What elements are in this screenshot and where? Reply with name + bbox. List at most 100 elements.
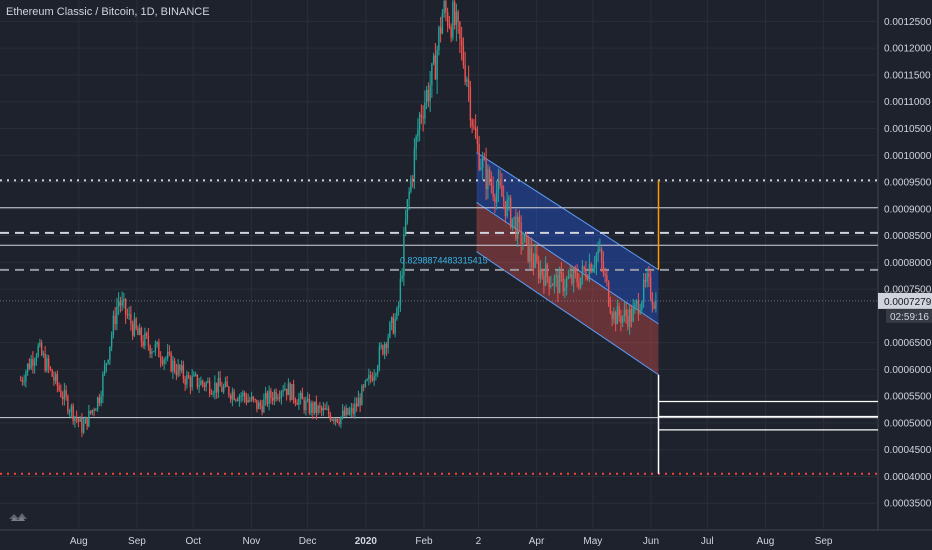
price-tick-label: 0.0004000 [884,472,932,483]
candle-body [464,65,466,82]
candle-body [434,55,437,80]
candle-body [628,309,631,327]
candle-body [646,273,648,282]
candle-body [583,266,585,270]
candle-body [576,272,578,283]
candle-body [273,391,276,401]
candle-body [361,386,363,406]
price-tick-label: 0.0010500 [884,124,932,135]
candle-body [639,309,641,314]
candle-body [543,275,545,286]
candle-body [117,301,120,307]
candle-body [173,360,176,372]
candle-body [128,314,130,316]
time-tick-label: Dec [299,536,317,547]
price-tick-label: 0.0008000 [884,258,932,269]
candle-body [159,357,162,361]
candle-body [397,305,400,309]
channel-upper-line [476,152,659,271]
candle-body [60,389,62,397]
candle-body [387,337,389,349]
price-tag-box [878,292,932,309]
candle-body [424,102,426,119]
time-tick-label: Aug [757,536,775,547]
time-tick-label: Nov [242,536,260,547]
candle-body [298,398,300,405]
candle-body [399,279,402,306]
candle-body [47,358,50,368]
candle-body [599,249,601,251]
candle-body [23,381,25,383]
candle-body [313,401,316,413]
tradingview-logo-icon [9,513,27,521]
candle-body [303,399,305,411]
candle-body [518,216,521,223]
candle-body [319,406,321,408]
candle-body [541,269,543,276]
candle-body [77,419,80,422]
candle-body [432,55,435,64]
candle-body [490,182,493,186]
candle-body [46,358,48,371]
candle-body [578,282,580,288]
candle-body [485,159,487,190]
price-tick-label: 0.0009500 [884,178,932,189]
candle-body [523,234,526,243]
candle-body [336,418,339,423]
candle-body [635,300,638,304]
candle-body [632,307,634,322]
candle-body [355,403,358,407]
candle-body [341,410,344,417]
candle-body [345,408,347,416]
price-tick-label: 0.0008500 [884,231,932,242]
candle-body [70,405,73,412]
candle-body [30,358,32,369]
candle-body [448,26,451,28]
candle-body [194,374,197,376]
candle-body [116,306,118,325]
candle-body [210,393,213,395]
candle-body [616,306,619,325]
time-tick-label: Aug [70,536,88,547]
candle-body [84,417,87,424]
candle-body [429,85,431,102]
candle-body [593,265,596,268]
candle-body [203,383,206,388]
candle-body [156,342,158,345]
candle-body [200,380,202,386]
candle-body [74,416,76,421]
candle-body [165,358,167,360]
candle-body [271,397,274,401]
candle-body [306,398,309,401]
candle-body [334,418,337,422]
candle-body [163,359,165,364]
candle-body [275,391,277,400]
candle-body [364,380,367,387]
candle-body [439,27,442,34]
candle-body [226,381,228,387]
candle-body [191,376,193,388]
candle-body [238,396,241,401]
candle-body [172,360,174,372]
candle-body [390,317,393,323]
candle-body [445,1,447,12]
candle-body [431,63,433,86]
candle-body [123,298,125,301]
candle-body [151,351,153,354]
candle-body [620,316,622,323]
candle-body [147,335,150,346]
candle-body [81,417,83,433]
candle-body [602,261,605,274]
candle-body [137,328,139,335]
candle-body [103,365,106,374]
candle-body [450,26,452,38]
candle-body [277,397,279,400]
channel-lower-line [476,251,659,376]
candle-body [217,378,220,393]
candle-body [446,11,449,27]
candle-body [466,79,468,82]
candle-body [459,21,461,39]
candle-body [184,378,186,385]
